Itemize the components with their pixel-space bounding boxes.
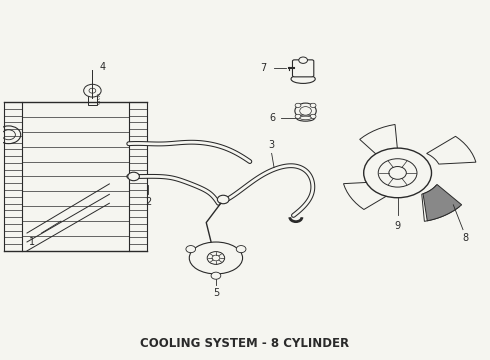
Text: 7: 7 — [261, 63, 267, 73]
Circle shape — [299, 57, 308, 63]
Circle shape — [89, 88, 96, 93]
Polygon shape — [427, 136, 476, 164]
Ellipse shape — [296, 115, 315, 121]
Text: 3: 3 — [269, 140, 275, 150]
Circle shape — [0, 126, 21, 144]
Text: 5: 5 — [213, 288, 219, 298]
Text: 1: 1 — [29, 238, 35, 247]
Text: 2: 2 — [145, 197, 151, 207]
Circle shape — [128, 172, 139, 181]
Text: 8: 8 — [463, 233, 468, 243]
Polygon shape — [422, 185, 460, 221]
Circle shape — [211, 272, 221, 279]
Text: 4: 4 — [99, 62, 106, 72]
Circle shape — [84, 84, 101, 97]
Circle shape — [295, 114, 301, 118]
Ellipse shape — [291, 75, 315, 84]
Circle shape — [236, 246, 246, 253]
Text: COOLING SYSTEM - 8 CYLINDER: COOLING SYSTEM - 8 CYLINDER — [141, 337, 349, 350]
Text: 9: 9 — [394, 221, 401, 231]
Bar — [88, 93, 97, 105]
Circle shape — [389, 167, 406, 179]
Circle shape — [378, 159, 417, 187]
Text: 6: 6 — [270, 113, 275, 123]
Circle shape — [218, 195, 229, 204]
Ellipse shape — [189, 242, 243, 274]
Polygon shape — [360, 125, 398, 161]
Circle shape — [207, 252, 224, 264]
FancyBboxPatch shape — [293, 60, 314, 77]
Ellipse shape — [300, 116, 311, 120]
Polygon shape — [343, 182, 393, 210]
Circle shape — [364, 148, 432, 198]
Circle shape — [300, 107, 311, 115]
Circle shape — [295, 103, 316, 119]
Circle shape — [310, 114, 316, 118]
Polygon shape — [423, 184, 462, 221]
Circle shape — [186, 246, 196, 253]
Circle shape — [310, 103, 316, 108]
Circle shape — [2, 130, 15, 140]
Circle shape — [295, 103, 301, 108]
Circle shape — [212, 255, 220, 261]
